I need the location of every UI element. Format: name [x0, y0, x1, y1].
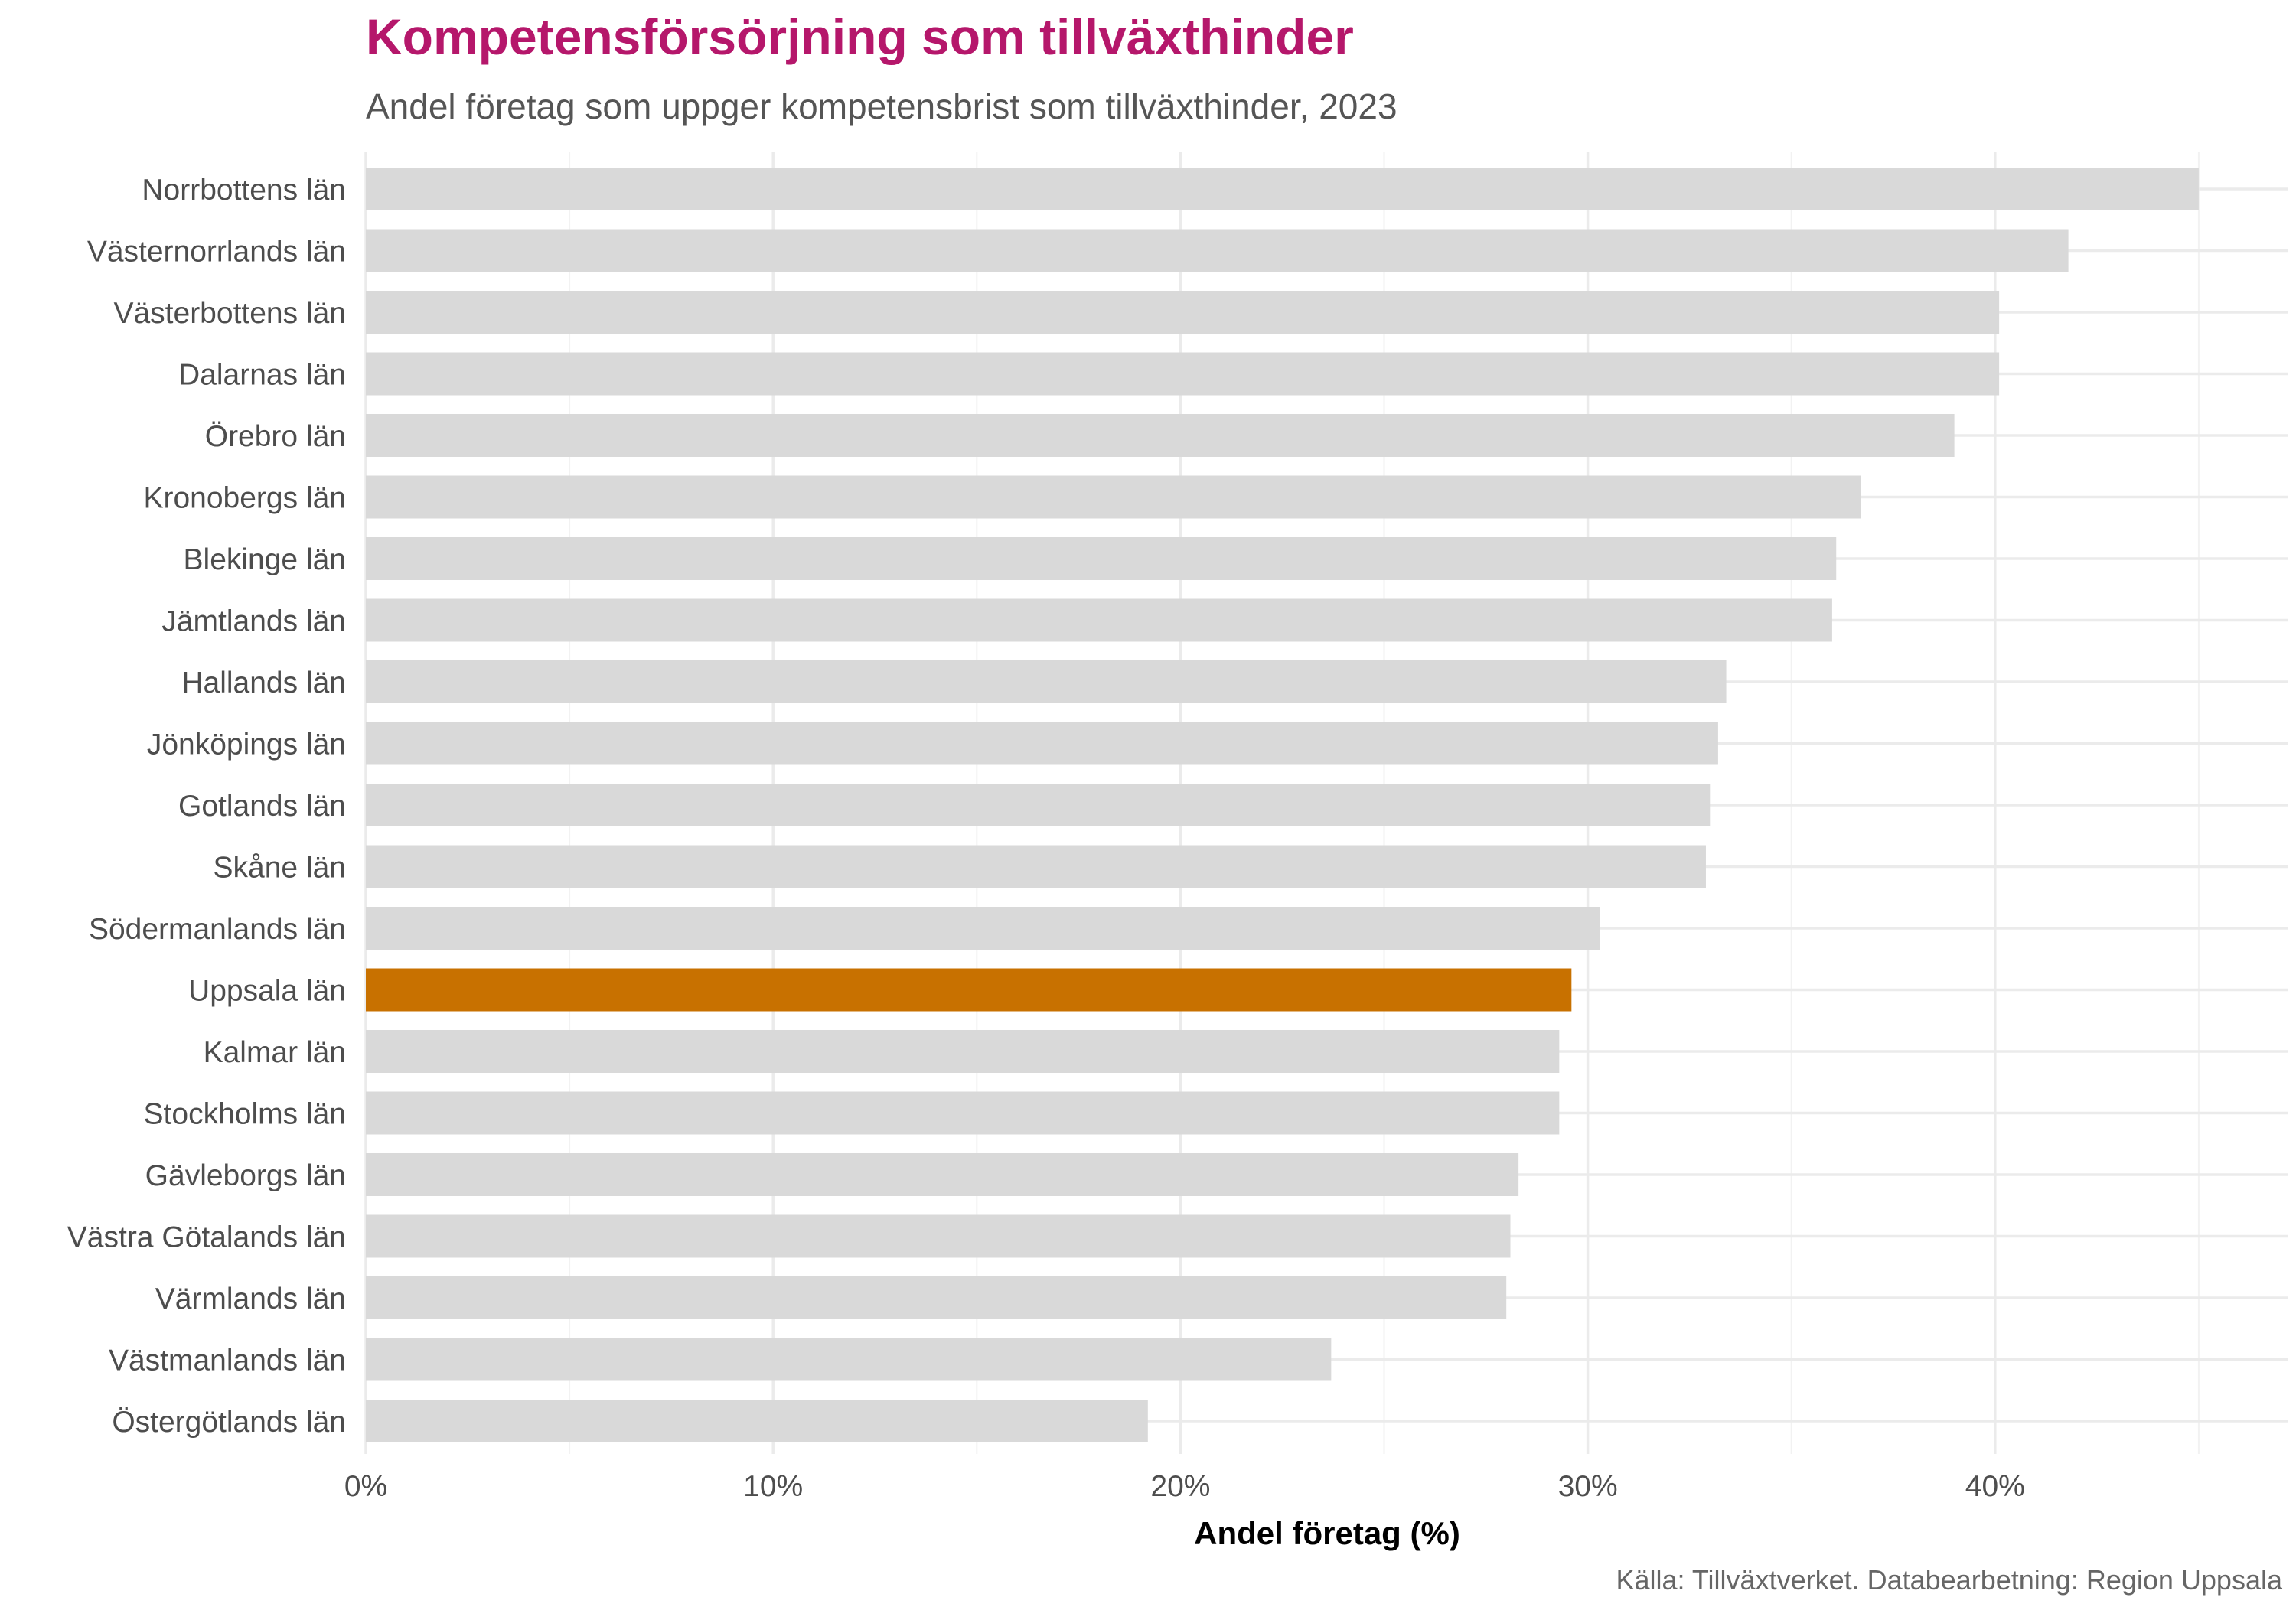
category-label: Skåne län [214, 852, 346, 885]
source-caption: Källa: Tillväxtverket. Databearbetning: … [1616, 1564, 2283, 1596]
bar-7 [366, 537, 1837, 580]
bar-15 [366, 1030, 1560, 1073]
category-label: Jämtlands län [161, 605, 346, 638]
bar-16 [366, 1091, 1560, 1135]
x-axis-ticks: 0% 10% 20% 30% 40% [344, 1470, 2025, 1503]
category-label: Uppsala län [188, 975, 346, 1008]
bar-20 [366, 1338, 1332, 1381]
x-tick-label: 0% [344, 1470, 387, 1503]
category-label: Stockholms län [144, 1098, 346, 1131]
bar-13 [366, 907, 1600, 950]
category-label: Södermanlands län [89, 913, 346, 946]
x-tick-label: 10% [743, 1470, 803, 1503]
category-labels: Norrbottens län Västernorrlands län Väster… [67, 174, 346, 1439]
category-label: Dalarnas län [178, 359, 346, 392]
bar-8 [366, 598, 1832, 642]
chart-subtitle: Andel företag som uppger kompetensbrist … [366, 86, 1397, 126]
bar-4 [366, 352, 2000, 396]
category-label: Östergötlands län [112, 1406, 346, 1439]
category-label: Värmlands län [155, 1283, 346, 1315]
category-label: Örebro län [205, 420, 346, 453]
bar-21 [366, 1400, 1148, 1442]
category-label: Västmanlands län [109, 1345, 346, 1377]
chart-title: Kompetensförsörjning som tillväxthinder [366, 8, 1354, 65]
bars [366, 168, 2199, 1442]
x-axis-title: Andel företag (%) [1194, 1515, 1460, 1551]
bar-1 [366, 168, 2199, 210]
x-tick-label: 40% [1965, 1470, 2025, 1503]
category-label: Gävleborgs län [145, 1159, 346, 1192]
category-label: Västra Götalands län [67, 1221, 346, 1254]
category-label: Kronobergs län [143, 482, 346, 515]
bar-2 [366, 229, 2069, 272]
bar-18 [366, 1214, 1511, 1258]
category-label: Kalmar län [204, 1036, 346, 1069]
bar-12 [366, 845, 1706, 888]
category-label: Norrbottens län [142, 174, 346, 207]
bar-10 [366, 722, 1718, 765]
bar-6 [366, 475, 1861, 519]
bar-17 [366, 1153, 1519, 1196]
bar-5 [366, 414, 1955, 457]
bar-9 [366, 660, 1727, 703]
category-label: Blekinge län [184, 543, 346, 576]
category-label: Västerbottens län [113, 297, 346, 330]
x-tick-label: 30% [1558, 1470, 1618, 1503]
bar-19 [366, 1276, 1507, 1319]
category-label: Västernorrlands län [87, 236, 346, 269]
category-label: Gotlands län [178, 790, 346, 823]
bar-3 [366, 291, 2000, 334]
x-tick-label: 20% [1150, 1470, 1210, 1503]
category-label: Jönköpings län [147, 729, 346, 761]
bar-14 [366, 968, 1572, 1012]
category-label: Hallands län [181, 667, 346, 699]
bar-11 [366, 784, 1711, 826]
